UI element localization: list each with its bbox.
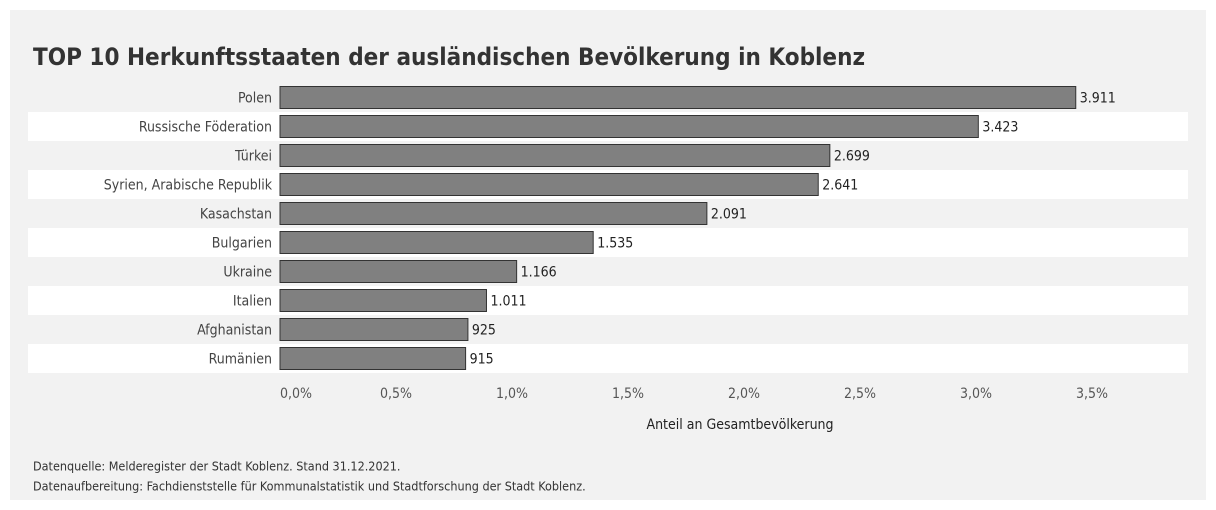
y-tick-label: Russische Föderation <box>139 120 272 136</box>
bar <box>279 115 979 138</box>
data-label: 2.699 <box>834 149 870 165</box>
bar <box>279 318 469 341</box>
chart-title: TOP 10 Herkunftsstaaten der ausländische… <box>33 43 865 71</box>
x-tick-label: 1,5% <box>612 386 644 402</box>
footnote: Datenaufbereitung: Fachdienststelle für … <box>33 479 586 494</box>
x-axis-title: Anteil an Gesamtbevölkerung <box>646 417 833 433</box>
data-label: 2.641 <box>822 178 858 194</box>
y-tick-label: Syrien, Arabische Republik <box>104 178 273 194</box>
bar <box>279 347 467 370</box>
x-tick-label: 1,0% <box>496 386 528 402</box>
bar <box>279 86 1077 109</box>
data-label: 3.423 <box>982 120 1018 136</box>
bar <box>279 202 708 225</box>
x-tick-label: 0,5% <box>380 386 412 402</box>
y-tick-label: Kasachstan <box>200 207 272 223</box>
y-tick-label: Afghanistan <box>197 323 272 339</box>
row-stripe <box>28 344 1188 373</box>
data-label: 3.911 <box>1080 91 1116 107</box>
y-tick-label: Bulgarien <box>212 236 272 252</box>
bar <box>279 144 831 167</box>
data-label: 1.166 <box>521 265 557 281</box>
x-tick-label: 2,5% <box>844 386 876 402</box>
data-label: 915 <box>470 352 494 368</box>
bar <box>279 231 594 254</box>
data-label: 2.091 <box>711 207 747 223</box>
bar <box>279 289 487 312</box>
data-label: 1.011 <box>490 294 526 310</box>
data-label: 1.535 <box>597 236 633 252</box>
footnote: Datenquelle: Melderegister der Stadt Kob… <box>33 459 400 474</box>
x-tick-label: 2,0% <box>728 386 760 402</box>
y-tick-label: Türkei <box>234 149 272 165</box>
y-tick-label: Rumänien <box>209 352 272 368</box>
y-tick-label: Ukraine <box>223 265 272 281</box>
y-tick-label: Italien <box>233 294 272 310</box>
x-tick-label: 3,5% <box>1076 386 1108 402</box>
row-stripe <box>28 286 1188 315</box>
row-stripe <box>28 228 1188 257</box>
data-label: 925 <box>472 323 496 339</box>
bar <box>279 173 819 196</box>
x-tick-label: 0,0% <box>280 386 312 402</box>
bar <box>279 260 518 283</box>
x-tick-label: 3,0% <box>960 386 992 402</box>
y-tick-label: Polen <box>238 91 272 107</box>
